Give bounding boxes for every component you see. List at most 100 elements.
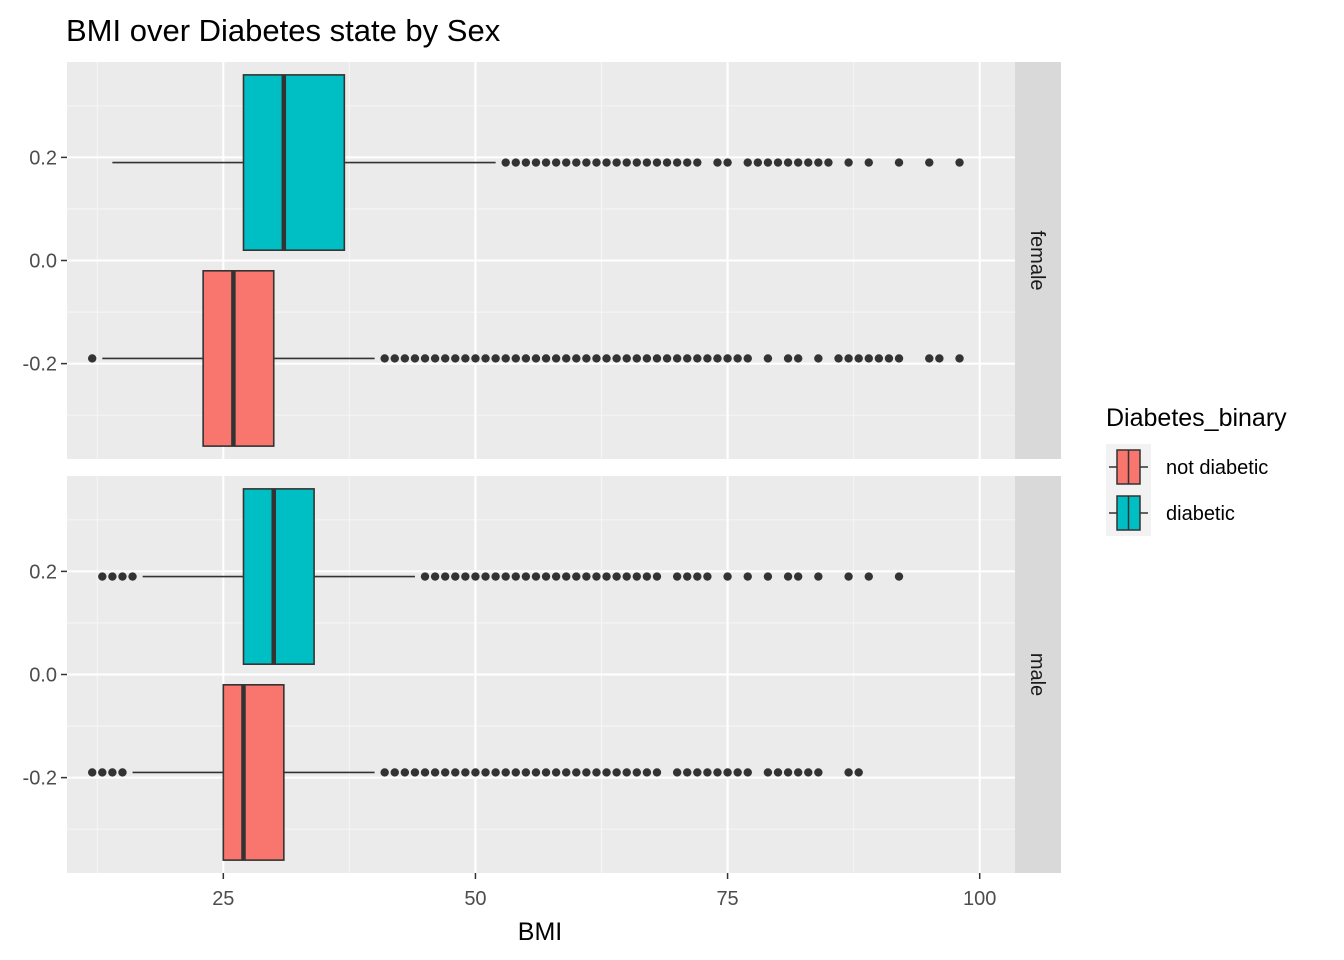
outlier-point <box>521 354 531 363</box>
outlier-point <box>783 354 793 363</box>
box-not-diabetic <box>88 684 863 861</box>
outlier-point <box>713 768 722 777</box>
box-diabetic <box>112 74 964 251</box>
box-diabetic <box>98 488 904 665</box>
box-iqr <box>242 74 346 251</box>
outlier-point <box>592 158 601 167</box>
outlier-point <box>683 768 692 777</box>
outlier-point <box>481 572 490 581</box>
outlier-point <box>481 768 490 777</box>
outlier-point <box>551 158 561 167</box>
outlier-point <box>743 572 752 581</box>
outlier-point <box>723 572 732 581</box>
outlier-point <box>632 158 642 167</box>
outlier-point <box>501 572 510 581</box>
outlier-point <box>501 768 510 777</box>
outlier-point <box>642 572 652 581</box>
outlier-point <box>491 354 500 363</box>
outlier-point <box>672 768 682 777</box>
outlier-point <box>128 572 137 581</box>
outlier-point <box>793 768 803 777</box>
outlier-point <box>531 158 541 167</box>
outlier-point <box>672 354 682 363</box>
outlier-point <box>541 572 551 581</box>
facet-strip-label: female <box>1026 230 1048 290</box>
outlier-point <box>824 158 833 167</box>
outlier-point <box>511 768 520 777</box>
outlier-point <box>743 768 752 777</box>
outlier-point <box>632 354 642 363</box>
outlier-point <box>461 768 470 777</box>
outlier-point <box>864 354 873 363</box>
outlier-point <box>854 768 863 777</box>
outlier-point <box>622 768 631 777</box>
outlier-point <box>814 158 823 167</box>
outlier-point <box>451 354 460 363</box>
outlier-point <box>793 354 803 363</box>
outlier-point <box>763 572 773 581</box>
y-tick-label: 0.0 <box>29 665 57 687</box>
outlier-point <box>844 572 853 581</box>
outlier-point <box>662 158 672 167</box>
facet-strip-label: male <box>1026 653 1048 696</box>
outlier-point <box>814 768 823 777</box>
outlier-point <box>652 158 662 167</box>
outlier-point <box>430 768 440 777</box>
outlier-point <box>743 158 752 167</box>
outlier-point <box>602 768 611 777</box>
outlier-point <box>420 354 430 363</box>
outlier-point <box>430 354 440 363</box>
outlier-point <box>864 572 873 581</box>
outlier-point <box>511 158 520 167</box>
outlier-point <box>440 768 450 777</box>
outlier-point <box>683 572 692 581</box>
outlier-point <box>642 354 652 363</box>
outlier-point <box>521 768 531 777</box>
outlier-point <box>451 768 460 777</box>
outlier-point <box>511 354 520 363</box>
outlier-point <box>733 354 742 363</box>
outlier-point <box>693 158 702 167</box>
outlier-point <box>541 158 551 167</box>
outlier-point <box>400 768 410 777</box>
outlier-point <box>612 158 621 167</box>
outlier-point <box>521 158 531 167</box>
outlier-point <box>622 354 631 363</box>
outlier-point <box>551 768 561 777</box>
outlier-point <box>88 768 97 777</box>
outlier-point <box>652 354 662 363</box>
outlier-point <box>501 354 510 363</box>
outlier-point <box>713 158 722 167</box>
box-iqr <box>222 684 285 861</box>
outlier-point <box>461 354 470 363</box>
outlier-point <box>874 354 884 363</box>
outlier-point <box>521 572 531 581</box>
outlier-point <box>723 354 732 363</box>
outlier-point <box>602 158 611 167</box>
outlier-point <box>531 354 541 363</box>
outlier-point <box>410 768 420 777</box>
y-tick-label: 0.2 <box>29 147 57 169</box>
facet-strip <box>1015 62 1061 459</box>
outlier-point <box>572 768 581 777</box>
outlier-point <box>118 768 127 777</box>
outlier-point <box>430 572 440 581</box>
outlier-point <box>773 768 783 777</box>
outlier-point <box>471 354 480 363</box>
y-tick-label: -0.2 <box>23 354 57 376</box>
outlier-point <box>884 354 894 363</box>
panel-male: 0.2 0.0 -0.2 male <box>23 476 1061 873</box>
x-axis-label: BMI <box>518 918 562 946</box>
outlier-point <box>783 572 793 581</box>
outlier-point <box>592 768 601 777</box>
outlier-point <box>602 572 611 581</box>
facet-strip <box>1015 476 1061 873</box>
facet-panels: 0.2 0.0 -0.2 female 0.2 0.0 -0.2 male <box>23 62 1061 873</box>
outlier-point <box>551 572 561 581</box>
outlier-point <box>642 768 652 777</box>
legend-label: not diabetic <box>1166 457 1268 479</box>
outlier-point <box>491 768 500 777</box>
outlier-point <box>814 572 823 581</box>
outlier-point <box>632 768 642 777</box>
outlier-point <box>390 768 399 777</box>
